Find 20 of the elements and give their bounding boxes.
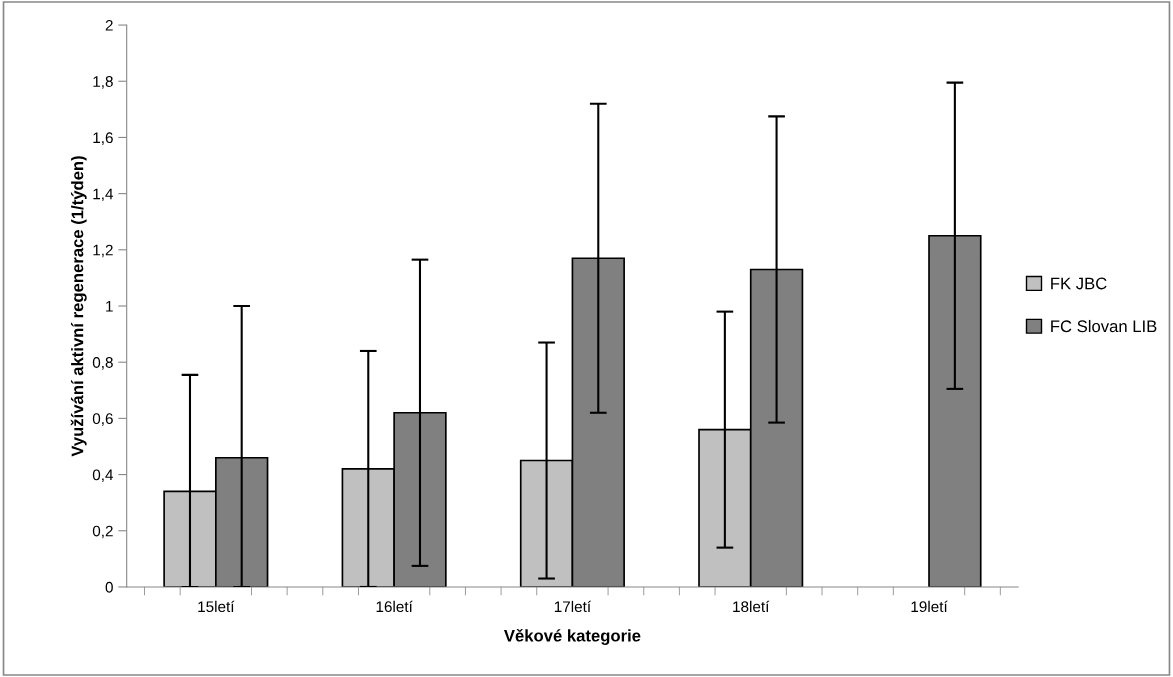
legend-label: FK JBC: [1051, 277, 1107, 290]
x-tick-label: 15letí: [198, 600, 235, 613]
y-tick-label: 1,6: [93, 132, 113, 145]
y-tick-label: 0,8: [92, 357, 113, 370]
y-tick-label: 1,8: [93, 76, 113, 89]
y-axis-title: Využívání aktivní regenerace (1/týden): [70, 156, 87, 457]
y-tick-label: 1,4: [93, 188, 114, 202]
y-tick-label: 0,4: [92, 469, 114, 483]
x-tick-label: 16letí: [376, 600, 413, 613]
y-tick-label: 2: [105, 19, 113, 31]
legend-label: FC Slovan LIB: [1051, 319, 1157, 333]
y-tick-label: 1: [106, 301, 113, 312]
x-axis-title: Věkové kategorie: [503, 628, 641, 645]
y-tick-label: 0: [105, 581, 113, 593]
x-tick-label: 18letí: [733, 600, 770, 613]
y-tick-label: 0,2: [92, 525, 113, 539]
y-tick-label: 0,6: [92, 413, 113, 426]
x-tick-label: 17letí: [554, 600, 592, 613]
x-tick-label: 19letí: [911, 600, 948, 613]
y-tick-label: 1,2: [93, 244, 113, 258]
